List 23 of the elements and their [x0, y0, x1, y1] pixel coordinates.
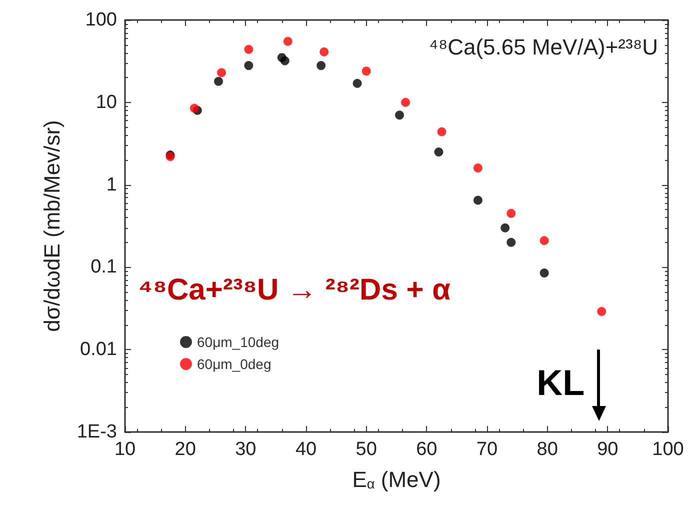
x-tick-label: 70 [476, 439, 498, 460]
x-tick-label: 90 [597, 439, 618, 460]
x-tick-label: 100 [652, 439, 684, 460]
x-tick-label: 80 [536, 439, 558, 460]
y-tick-label: 1E-3 [76, 422, 117, 442]
annotation: ⁴⁸Ca+²³⁸U → ²⁸²Ds + α [138, 274, 452, 306]
y-tick-label: 0.01 [80, 339, 117, 360]
x-axis-title: Eα (MeV) [352, 466, 441, 492]
annotation: ⁴⁸Ca(5.65 MeV/A)+²³⁸U [428, 34, 658, 60]
legend-label: 60μm_0deg [197, 356, 272, 372]
x-tick-label: 30 [235, 439, 256, 460]
ref-line-label: KL [536, 362, 585, 404]
legend-label: 60μm_10deg [197, 334, 280, 350]
x-tick-label: 60 [416, 439, 438, 460]
x-tick-label: 50 [356, 439, 377, 460]
y-tick-label: 1 [106, 174, 117, 196]
y-tick-label: 0.1 [90, 256, 117, 278]
y-tick-label: 100 [85, 10, 117, 30]
x-tick-label: 20 [174, 439, 196, 460]
x-tick-label: 10 [114, 439, 136, 460]
y-axis-title: dσ/dωdE (mb/Mev/sr) [40, 120, 64, 332]
y-tick-label: 10 [96, 92, 117, 113]
x-tick-label: 40 [295, 439, 317, 460]
